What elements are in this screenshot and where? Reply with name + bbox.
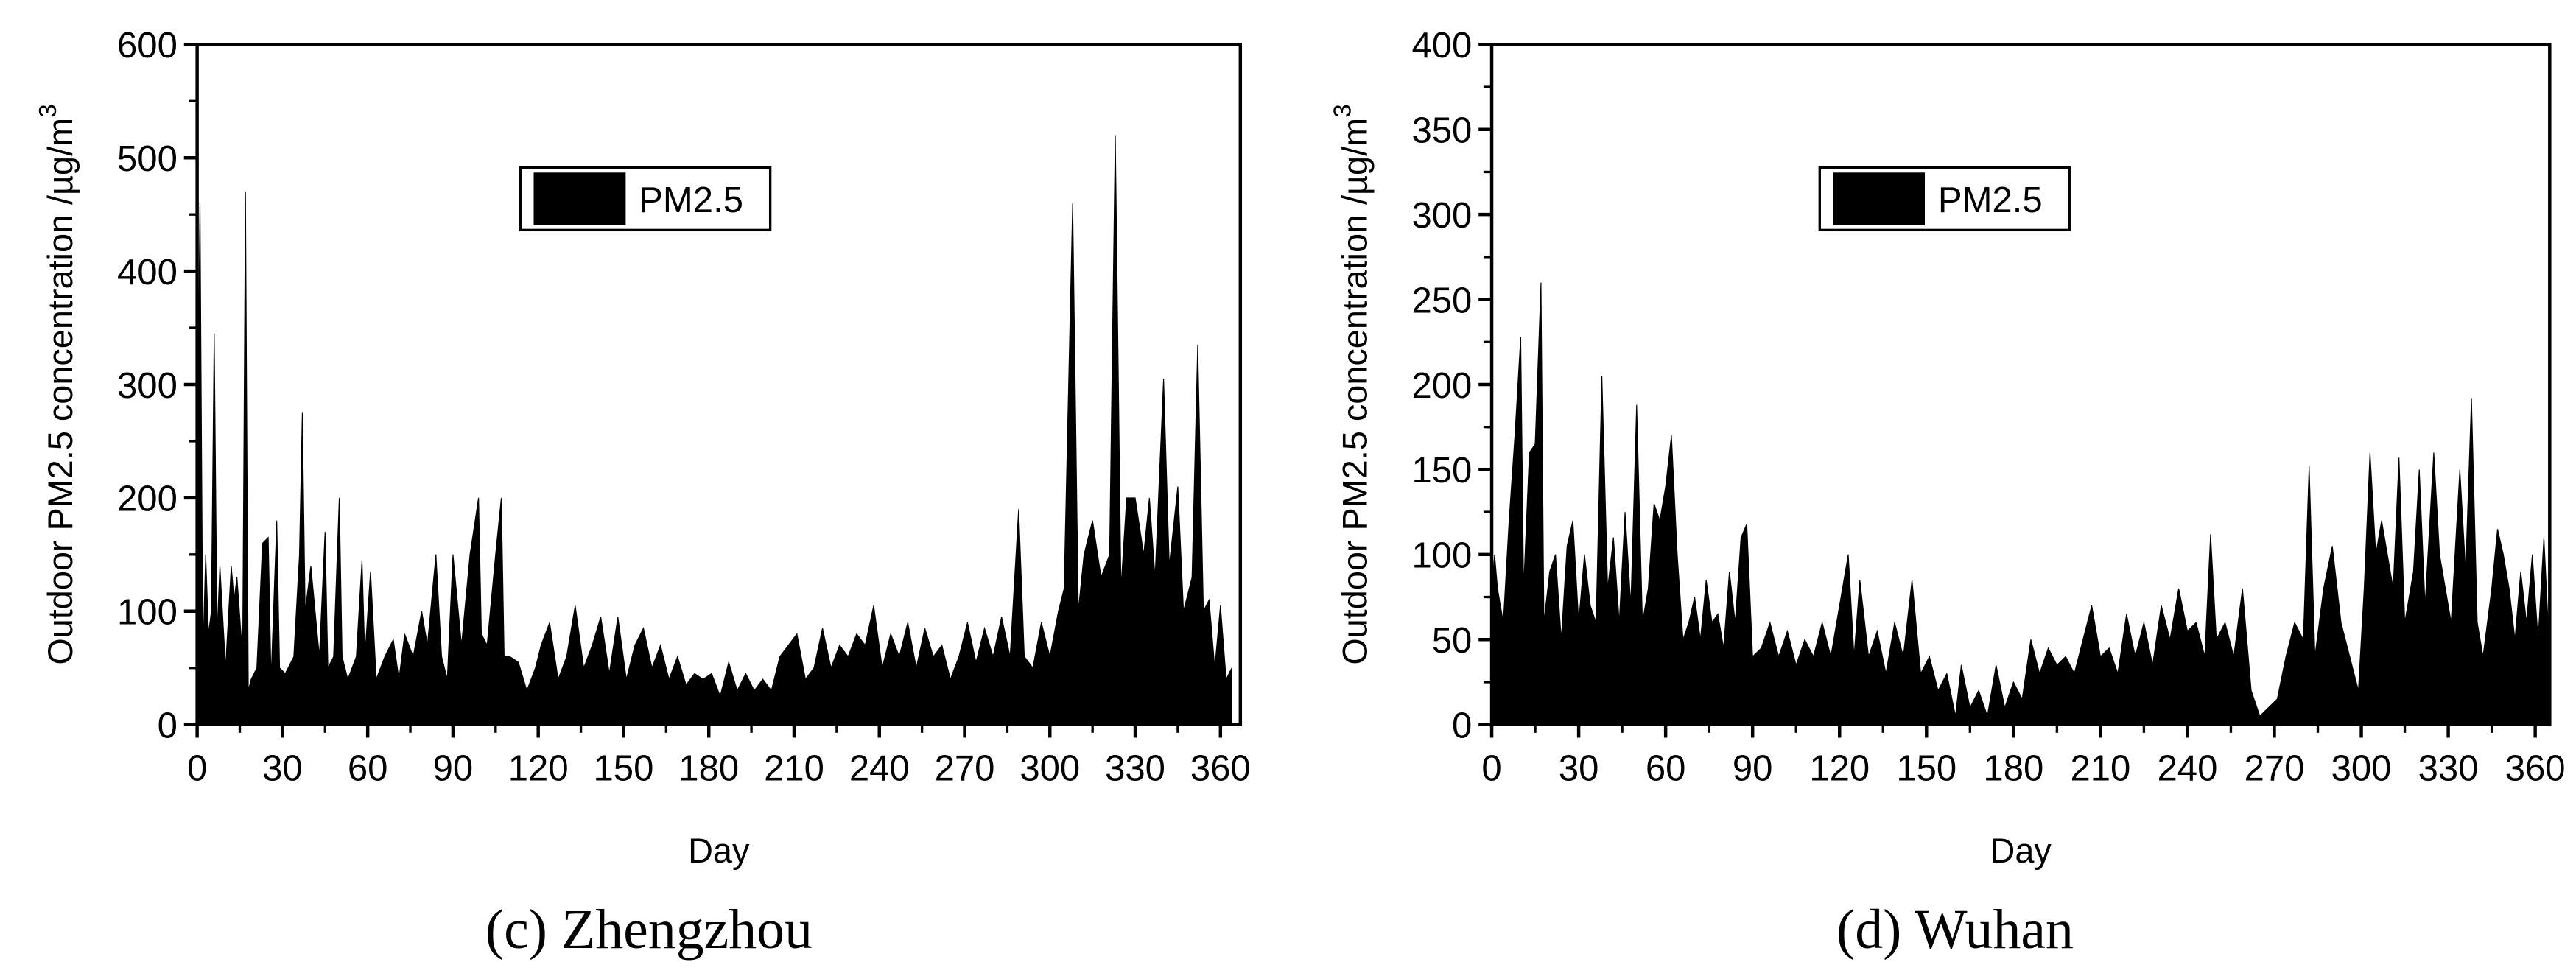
y-tick-label: 200 [1411,366,1472,406]
y-axis-title: Outdoor PM2.5 concentration /µg/m3 [1329,104,1374,664]
x-tick-label: 180 [678,748,739,788]
x-tick-label: 90 [1733,748,1773,788]
x-tick-label: 270 [935,748,995,788]
y-tick-label: 0 [158,706,178,745]
x-tick-label: 180 [1983,748,2043,788]
chart-panel: 0 50 100 150 200 250 300 350 400 0 30 60 90 120 150 180… [1329,26,2565,961]
legend-label: PM2.5 [639,180,743,220]
caption: (d) Wuhan [1836,899,2074,961]
y-tick-label: 400 [1411,26,1472,66]
y-tick-label: 500 [117,139,178,179]
x-tick-label: 240 [849,748,910,788]
x-tick-label: 90 [433,748,474,788]
y-tick-label: 250 [1411,281,1472,320]
y-tick-label: 300 [117,366,178,406]
y-tick-label: 100 [117,593,178,633]
y-tick-label: 600 [117,26,178,66]
x-tick-label: 240 [2158,748,2218,788]
area [197,135,1232,726]
x-tick-label: 300 [2331,748,2392,788]
y-tick-label: 150 [1411,451,1472,491]
y-axis-title-sup: 3 [35,104,62,118]
y-axis-title-main: Outdoor PM2.5 concentration /µg/m [1336,118,1375,665]
x-tick-label: 330 [2418,748,2479,788]
y-tick-label: 400 [117,253,178,292]
x-tick-label: 210 [764,748,824,788]
x-tick-label: 120 [508,748,569,788]
x-tick-label: 210 [2070,748,2130,788]
x-tick-label: 30 [1559,748,1599,788]
legend-label: PM2.5 [1938,180,2043,220]
x-tick-label: 0 [187,748,207,788]
chart-panel: 0 100 200 300 400 500 600 0 30 60 90 120 150 180 210 24… [35,26,1251,961]
x-tick-label: 330 [1105,748,1165,788]
x-tick-label: 120 [1809,748,1870,788]
x-tick-label: 0 [1481,748,1501,788]
x-tick-label: 270 [2245,748,2305,788]
x-tick-label: 60 [348,748,388,788]
caption: (c) Zhengzhou [485,899,813,961]
y-tick-label: 50 [1432,621,1473,661]
area [1491,282,2550,726]
y-axis-title-main: Outdoor PM2.5 concentration /µg/m [41,118,80,665]
x-tick-label: 30 [262,748,303,788]
y-axis-title: Outdoor PM2.5 concentration /µg/m3 [35,104,80,664]
legend-swatch [533,172,626,225]
x-tick-label: 150 [594,748,654,788]
plot-frame [195,43,1243,726]
y-tick-label: 300 [1411,196,1472,236]
legend-swatch [1833,172,1926,225]
x-tick-label: 360 [2505,748,2566,788]
y-axis-title-sup: 3 [1329,104,1356,118]
y-tick-label: 100 [1411,536,1472,576]
y-tick-label: 350 [1411,111,1472,151]
y-tick-label: 0 [1452,706,1472,745]
x-axis-title: Day [1990,832,2052,870]
x-axis-title: Day [688,832,750,870]
x-tick-label: 150 [1896,748,1956,788]
x-tick-label: 60 [1646,748,1686,788]
y-tick-label: 200 [117,480,178,519]
x-tick-label: 300 [1019,748,1080,788]
x-tick-label: 360 [1190,748,1251,788]
